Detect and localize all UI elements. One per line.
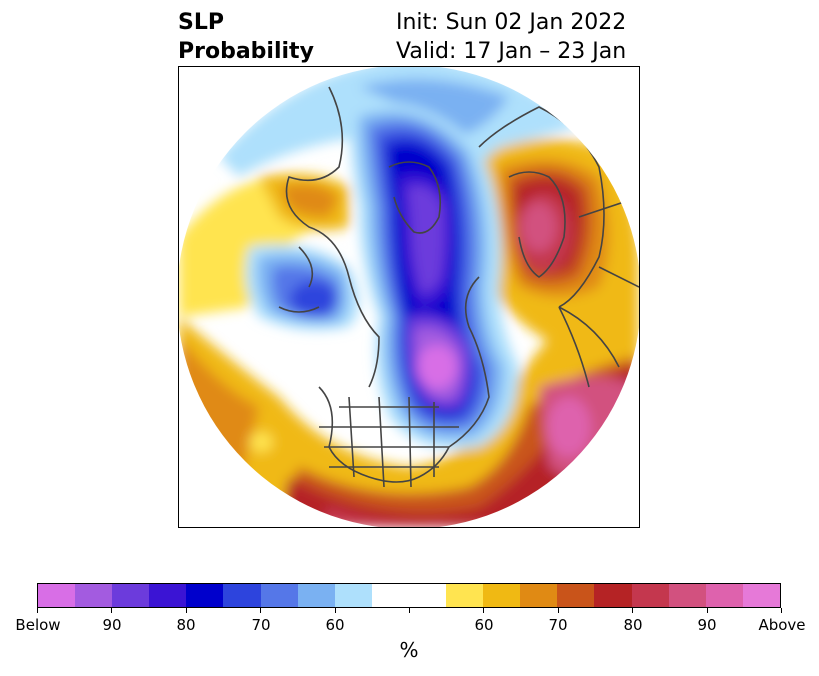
colorbar-segment bbox=[742, 584, 780, 607]
colorbar-tick bbox=[111, 608, 112, 613]
colorbar-tick bbox=[483, 608, 484, 613]
probability-field bbox=[179, 67, 639, 527]
colorbar-segment bbox=[186, 584, 224, 607]
colorbar-tick-label: 60 bbox=[325, 616, 345, 634]
title-product: Probability bbox=[178, 39, 314, 64]
coastlines bbox=[278, 86, 639, 488]
colorbar-tick bbox=[260, 608, 261, 613]
map-title-left: SLP Probability bbox=[178, 8, 314, 66]
colorbar-segment bbox=[594, 584, 632, 607]
colorbar-segment bbox=[297, 584, 335, 607]
colorbar-segment bbox=[112, 584, 150, 607]
colorbar-tick bbox=[632, 608, 633, 613]
colorbar-tick-label: 90 bbox=[697, 616, 717, 634]
colorbar-segment bbox=[75, 584, 113, 607]
colorbar bbox=[37, 583, 781, 608]
colorbar-tick-label: 90 bbox=[102, 616, 122, 634]
colorbar-tick bbox=[335, 608, 336, 613]
colorbar-segment bbox=[668, 584, 706, 607]
colorbar-tick bbox=[37, 608, 38, 613]
colorbar-segment bbox=[260, 584, 298, 607]
colorbar-segment bbox=[520, 584, 558, 607]
polar-map-svg bbox=[179, 67, 639, 527]
colorbar-segment bbox=[557, 584, 595, 607]
colorbar-segment bbox=[38, 584, 76, 607]
colorbar-segment bbox=[149, 584, 187, 607]
colorbar-tick-label: 70 bbox=[251, 616, 271, 634]
colorbar-segment bbox=[223, 584, 261, 607]
colorbar-segment bbox=[371, 584, 409, 607]
colorbar-segment bbox=[483, 584, 521, 607]
colorbar-tick-label: 80 bbox=[176, 616, 196, 634]
colorbar-tick-label: 70 bbox=[548, 616, 568, 634]
colorbar-tick bbox=[409, 608, 410, 613]
colorbar-tick bbox=[186, 608, 187, 613]
colorbar-unit-label: % bbox=[399, 638, 419, 662]
colorbar-segment bbox=[408, 584, 447, 607]
title-variable: SLP bbox=[178, 10, 224, 35]
colorbar-tick-label: 60 bbox=[474, 616, 494, 634]
colorbar-segment bbox=[446, 584, 484, 607]
colorbar-tick-label: Below bbox=[15, 616, 61, 634]
colorbar-tick-label: Above bbox=[758, 616, 806, 634]
colorbar-segment bbox=[631, 584, 669, 607]
probability-map bbox=[178, 66, 640, 528]
colorbar-tick bbox=[558, 608, 559, 613]
map-title-right: Init: Sun 02 Jan 2022 Valid: 17 Jan – 23… bbox=[396, 8, 626, 66]
colorbar-segment bbox=[705, 584, 743, 607]
colorbar-tick bbox=[781, 608, 782, 613]
init-date: Init: Sun 02 Jan 2022 bbox=[396, 10, 627, 35]
colorbar-tick bbox=[707, 608, 708, 613]
colorbar-segment bbox=[334, 584, 372, 607]
valid-range: Valid: 17 Jan – 23 Jan bbox=[396, 39, 627, 64]
colorbar-tick-label: 80 bbox=[623, 616, 643, 634]
